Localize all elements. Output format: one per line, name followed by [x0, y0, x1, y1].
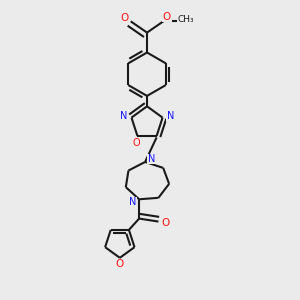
- Text: N: N: [148, 154, 155, 164]
- Text: CH₃: CH₃: [178, 15, 195, 24]
- Text: O: O: [133, 138, 140, 148]
- Text: O: O: [163, 12, 171, 22]
- Text: N: N: [129, 197, 136, 207]
- Text: O: O: [115, 260, 123, 269]
- Text: N: N: [167, 111, 174, 121]
- Text: N: N: [120, 111, 127, 121]
- Text: O: O: [161, 218, 170, 228]
- Text: O: O: [121, 13, 129, 23]
